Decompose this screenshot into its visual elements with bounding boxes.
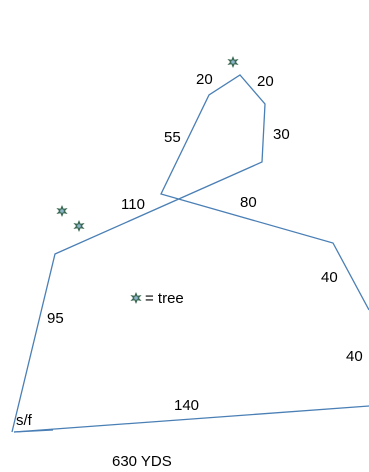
start-finish-line [13, 405, 369, 433]
segment-label-20-left: 20 [196, 71, 213, 88]
course-route-line [11, 74, 369, 433]
segment-label-20-right: 20 [257, 73, 274, 90]
segment-label-40-lower: 40 [346, 348, 363, 365]
start-finish-mark [13, 429, 54, 433]
segment-label-95: 95 [47, 310, 64, 327]
segment-label-140: 140 [174, 397, 199, 414]
segment-label-40-upper: 40 [321, 269, 338, 286]
segment-label-55: 55 [164, 129, 181, 146]
segment-label-30: 30 [273, 126, 290, 143]
tree-icon [73, 220, 85, 232]
start-finish-label: s/f [16, 412, 33, 429]
legend-tree-icon [130, 292, 142, 304]
segment-label-110: 110 [121, 196, 145, 213]
total-distance-label: 630 YDS [112, 453, 172, 470]
tree-icon [56, 205, 68, 217]
legend-label: = tree [145, 290, 184, 307]
tree-icon [227, 56, 239, 68]
segment-label-80: 80 [240, 194, 257, 211]
